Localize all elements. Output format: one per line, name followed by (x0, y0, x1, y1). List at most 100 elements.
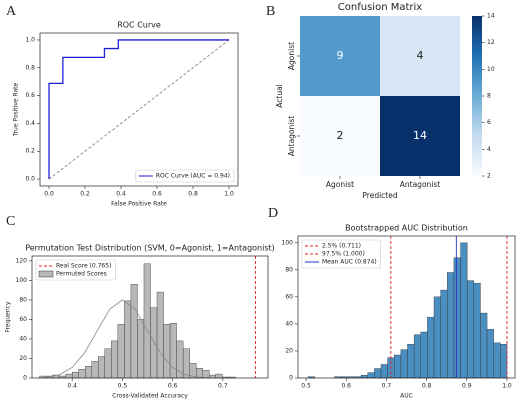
histogram-bar (130, 284, 138, 379)
y-tick-label: 0.0 (25, 176, 35, 183)
legend-label: Permuted Scores (56, 271, 107, 278)
y-tick-label: 1.0 (25, 36, 35, 43)
line-series (48, 39, 230, 180)
colorbar-tick-label: 10 (487, 66, 495, 73)
x-axis-label: Cross-Validated Accuracy (112, 393, 188, 400)
cell-label: 14 (413, 129, 427, 142)
y-tick-label: 0.2 (25, 148, 35, 155)
y-tick-label: 60 (19, 316, 27, 323)
x-tick-label: 0.4 (116, 191, 126, 198)
histogram-bar (71, 371, 79, 379)
x-axis-label: Predicted (362, 191, 397, 200)
legend: ROC Curve (AUC = 0.94) (135, 169, 235, 183)
x-tick-label: Antagonist (400, 180, 441, 189)
histogram-bar (367, 372, 375, 379)
histogram-bar (137, 319, 145, 379)
histogram-bar (493, 342, 501, 379)
legend-box (35, 259, 116, 281)
histogram-bar (202, 369, 210, 379)
y-axis-label: Frequency (5, 301, 12, 332)
chart-title: Bootstrapped AUC Distribution (345, 224, 468, 233)
y-axis-label: True Positive Rate (13, 82, 20, 137)
x-tick-label: 1.0 (224, 191, 234, 198)
x-tick-label: 0.9 (462, 383, 472, 390)
histogram-bar (486, 329, 494, 379)
heatmap-cell (380, 16, 460, 96)
x-tick-label: 0.6 (152, 191, 162, 198)
y-tick-label: 100 (16, 277, 28, 284)
histogram-bar (215, 373, 223, 379)
cell-label: 9 (337, 49, 344, 62)
histogram-bar (143, 263, 151, 379)
x-tick-label: 0.5 (118, 383, 128, 390)
histogram-bar (460, 242, 468, 379)
histogram-bar (453, 257, 461, 379)
x-tick-label: 0.7 (382, 383, 392, 390)
plot-frame (39, 32, 239, 187)
heatmap-cell (300, 96, 380, 176)
histogram-bar (195, 368, 203, 379)
plot-frame (297, 235, 516, 379)
histogram-bar (163, 324, 171, 379)
legend-label: Real Score (0.765) (56, 263, 111, 270)
x-tick-label: 0.8 (422, 383, 432, 390)
y-tick-label: 80 (19, 296, 27, 303)
y-tick-label: Agonist (287, 42, 296, 70)
legend-label: 97.5% (1.000) (322, 251, 365, 258)
histogram-bar (65, 373, 73, 379)
histogram-bar (124, 300, 132, 379)
colorbar-tick-label: 14 (487, 13, 495, 20)
plot-frame (31, 255, 269, 379)
colorbar (472, 16, 482, 176)
histogram-bar (380, 364, 388, 379)
histogram-bar (413, 334, 421, 379)
histogram-bar (394, 354, 402, 379)
y-tick-label: 120 (16, 257, 28, 264)
legend-box (135, 169, 235, 183)
histogram-bar (427, 316, 435, 379)
histogram-bar (104, 348, 112, 379)
histogram-bar (111, 340, 119, 379)
cell-label: 4 (417, 49, 424, 62)
histogram-bar (400, 349, 408, 379)
x-tick-label: 0.6 (168, 383, 178, 390)
colorbar-tick-label: 8 (487, 93, 491, 100)
y-tick-label: 40 (19, 335, 27, 342)
histogram-bar (500, 343, 508, 379)
legend-label: ROC Curve (AUC = 0.94) (156, 173, 230, 180)
kde-curve (46, 299, 223, 379)
histogram-bar (98, 356, 106, 379)
legend-label: Mean AUC (0.874) (322, 259, 377, 266)
histogram-bar (433, 296, 441, 379)
histogram-bar (480, 312, 488, 379)
y-tick-label: 100 (282, 239, 294, 246)
y-tick-label: 40 (285, 320, 293, 327)
y-tick-label: 0 (23, 375, 27, 382)
x-tick-label: 0.7 (218, 383, 228, 390)
colorbar-tick-label: 12 (487, 39, 495, 46)
y-tick-label: 0 (289, 375, 293, 382)
legend-swatch (38, 270, 54, 278)
legend-box (301, 239, 382, 269)
colorbar-tick-label: 2 (487, 173, 491, 180)
line-series (48, 39, 229, 180)
y-tick-label: 0.8 (25, 64, 35, 71)
cell-label: 2 (337, 129, 344, 142)
x-tick-label: 0.5 (301, 383, 311, 390)
chart-title: Permutation Test Distribution (SVM, 0=Ag… (25, 244, 275, 253)
colorbar-tick-label: 6 (487, 119, 491, 126)
y-tick-label: 0.4 (25, 120, 35, 127)
y-tick-label: 80 (285, 266, 293, 273)
x-tick-label: 0.8 (188, 191, 198, 198)
panel-label: A (6, 4, 17, 19)
x-tick-label: 0.4 (67, 383, 77, 390)
panel-label: D (268, 206, 278, 221)
x-axis-label: AUC (400, 393, 413, 400)
histogram-bar (78, 369, 86, 379)
x-axis-label: False Positive Rate (111, 201, 167, 208)
histogram-bar (169, 323, 177, 379)
panel-label: C (6, 214, 15, 229)
heatmap-cell (300, 16, 380, 96)
legend-label: 2.5% (0.711) (322, 243, 361, 250)
